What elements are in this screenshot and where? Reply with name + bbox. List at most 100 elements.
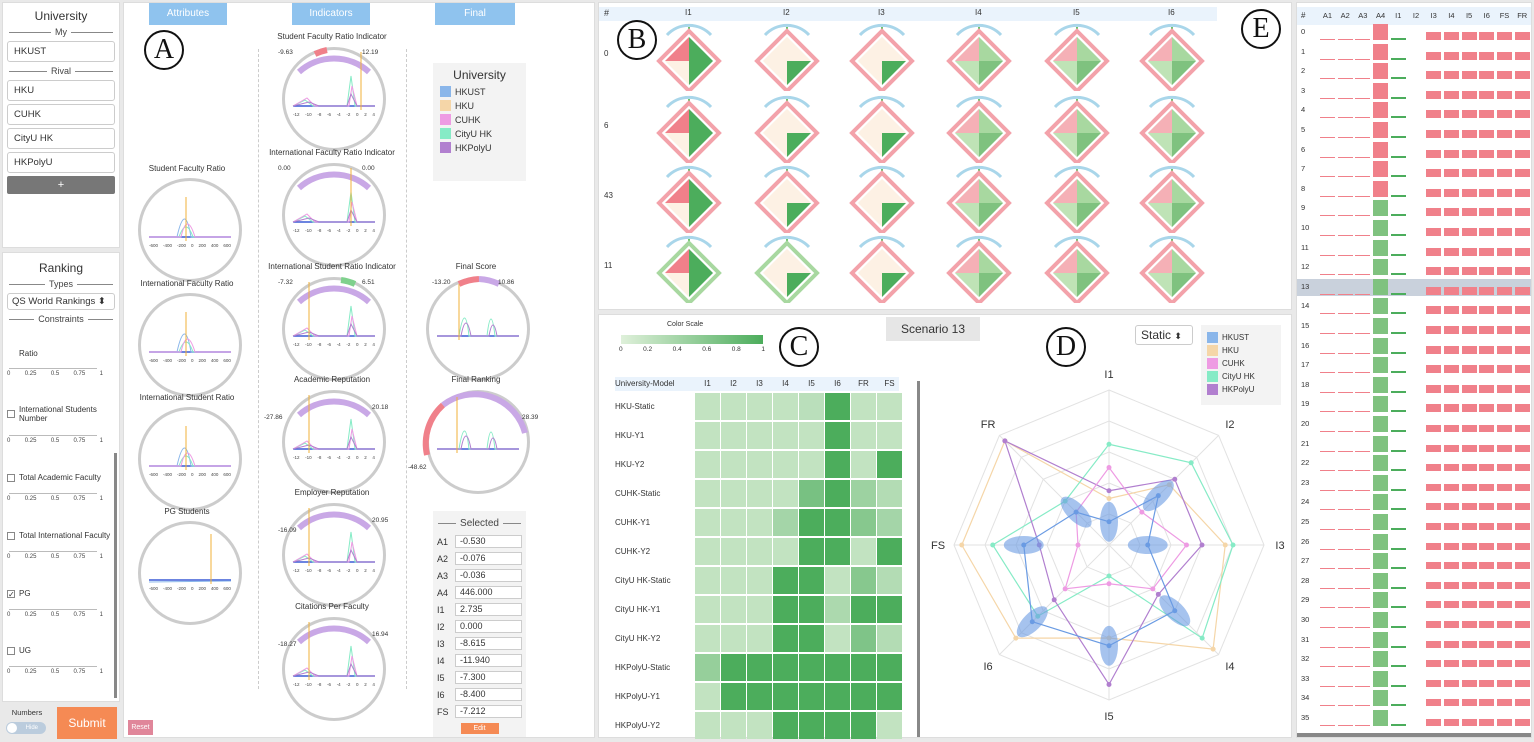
panel-e-bar[interactable] (1373, 455, 1389, 472)
panel-e-bar[interactable] (1497, 425, 1512, 432)
heatmap-cell[interactable] (877, 596, 902, 623)
panel-e-bar[interactable] (1373, 690, 1389, 707)
panel-e-bar[interactable] (1514, 581, 1530, 589)
heatmap-cell[interactable] (877, 509, 902, 536)
heatmap-cell[interactable] (773, 683, 798, 710)
panel-e-bar[interactable] (1390, 449, 1406, 452)
panel-e-bar[interactable] (1426, 286, 1442, 295)
heatmap-cell[interactable] (747, 712, 772, 739)
panel-e-bar[interactable] (1426, 149, 1442, 158)
panel-e-bar[interactable] (1390, 116, 1406, 119)
panel-e-bar[interactable] (1337, 685, 1353, 687)
panel-e-bar[interactable] (1479, 562, 1495, 570)
heatmap-cell[interactable] (695, 422, 720, 449)
panel-e-bar[interactable] (1355, 568, 1371, 570)
panel-e-bar[interactable] (1443, 483, 1459, 491)
heatmap-cell[interactable] (825, 683, 850, 710)
selected-value-input[interactable]: -8.615 (455, 637, 522, 650)
heatmap-cell[interactable] (721, 712, 746, 739)
glyph[interactable] (842, 89, 922, 163)
heatmap-cell[interactable] (799, 625, 824, 652)
panel-e-bar[interactable] (1497, 601, 1512, 609)
panel-e-bar[interactable] (1514, 71, 1530, 80)
heatmap-cell[interactable] (825, 509, 850, 536)
panel-e-bar[interactable] (1514, 188, 1530, 197)
panel-e-bar[interactable] (1373, 494, 1389, 511)
heatmap-cell[interactable] (773, 538, 798, 565)
panel-e-bar[interactable] (1337, 78, 1353, 80)
panel-e-bar[interactable] (1514, 306, 1530, 315)
heatmap-cell[interactable] (851, 683, 876, 710)
panel-e-bar[interactable] (1479, 523, 1495, 530)
panel-e-bar[interactable] (1443, 51, 1459, 60)
panel-e-bar[interactable] (1443, 562, 1459, 570)
heatmap-cell[interactable] (747, 625, 772, 652)
panel-e-bar[interactable] (1390, 155, 1406, 158)
heatmap-scrollbar[interactable] (917, 381, 920, 737)
panel-e-bar[interactable] (1426, 503, 1442, 511)
heatmap-cell[interactable] (877, 538, 902, 565)
panel-e-bar[interactable] (1355, 548, 1371, 550)
panel-e-bar[interactable] (1461, 51, 1477, 60)
panel-e-bar[interactable] (1461, 404, 1477, 413)
tab-indicators[interactable]: Indicators (292, 3, 370, 25)
panel-e-bar[interactable] (1426, 542, 1442, 550)
panel-e-bar[interactable] (1514, 247, 1530, 256)
panel-e-bar[interactable] (1373, 200, 1389, 217)
heatmap-cell[interactable] (721, 538, 746, 565)
panel-e-bar[interactable] (1426, 404, 1442, 413)
panel-e-bar[interactable] (1497, 306, 1512, 315)
panel-e-bar[interactable] (1461, 345, 1477, 354)
panel-e-bar[interactable] (1337, 39, 1353, 40)
heatmap-cell[interactable] (773, 712, 798, 739)
panel-e-bar[interactable] (1514, 365, 1530, 374)
heatmap-cell[interactable] (799, 567, 824, 594)
panel-e-bar[interactable] (1373, 63, 1389, 80)
panel-e-bar[interactable] (1390, 312, 1406, 315)
panel-e-bar[interactable] (1373, 376, 1389, 393)
panel-e-bar[interactable] (1390, 253, 1406, 256)
glyph[interactable] (747, 229, 827, 303)
panel-e-bar[interactable] (1320, 607, 1335, 609)
panel-e-bar[interactable] (1390, 704, 1406, 707)
panel-e-bar[interactable] (1479, 444, 1495, 452)
panel-e-bar[interactable] (1337, 235, 1353, 236)
heatmap-cell[interactable] (747, 451, 772, 478)
panel-e-bar[interactable] (1497, 326, 1512, 334)
heatmap-cell[interactable] (747, 480, 772, 507)
panel-e-bar[interactable] (1497, 208, 1512, 217)
constraint-slider-4[interactable] (9, 609, 97, 610)
panel-e-bar[interactable] (1390, 234, 1406, 236)
heatmap-cell[interactable] (721, 683, 746, 710)
panel-e-bar[interactable] (1443, 208, 1459, 217)
panel-e-bar[interactable] (1320, 313, 1335, 315)
panel-e-bar[interactable] (1355, 666, 1371, 668)
panel-e-bar[interactable] (1337, 372, 1353, 374)
selected-value-input[interactable]: -0.530 (455, 535, 522, 548)
panel-e-bar[interactable] (1461, 110, 1477, 119)
panel-e-bar[interactable] (1320, 509, 1335, 511)
glyph[interactable] (842, 229, 922, 303)
panel-e-bar[interactable] (1426, 523, 1442, 530)
submit-button[interactable]: Submit (57, 707, 117, 739)
reset-button[interactable]: Reset (128, 720, 153, 735)
panel-e-bar[interactable] (1443, 32, 1459, 40)
panel-e-bar[interactable] (1320, 156, 1335, 158)
glyph[interactable] (1132, 17, 1212, 91)
panel-e-bar[interactable] (1426, 90, 1442, 99)
panel-e-bar[interactable] (1355, 137, 1371, 138)
panel-e-bar[interactable] (1320, 195, 1335, 197)
heatmap-cell[interactable] (851, 451, 876, 478)
panel-e-bar[interactable] (1355, 156, 1371, 158)
panel-e-bar[interactable] (1355, 431, 1371, 432)
panel-e-bar[interactable] (1514, 483, 1530, 491)
panel-e-bar[interactable] (1355, 215, 1371, 217)
panel-e-bar[interactable] (1479, 169, 1495, 178)
panel-e-bar[interactable] (1320, 137, 1335, 138)
rival-input-4[interactable]: HKPolyU (7, 152, 115, 173)
panel-e-bar[interactable] (1355, 470, 1371, 472)
heatmap-cell[interactable] (799, 596, 824, 623)
panel-e-bar[interactable] (1355, 274, 1371, 276)
panel-e-bar[interactable] (1320, 78, 1335, 80)
panel-e-bar[interactable] (1337, 137, 1353, 138)
